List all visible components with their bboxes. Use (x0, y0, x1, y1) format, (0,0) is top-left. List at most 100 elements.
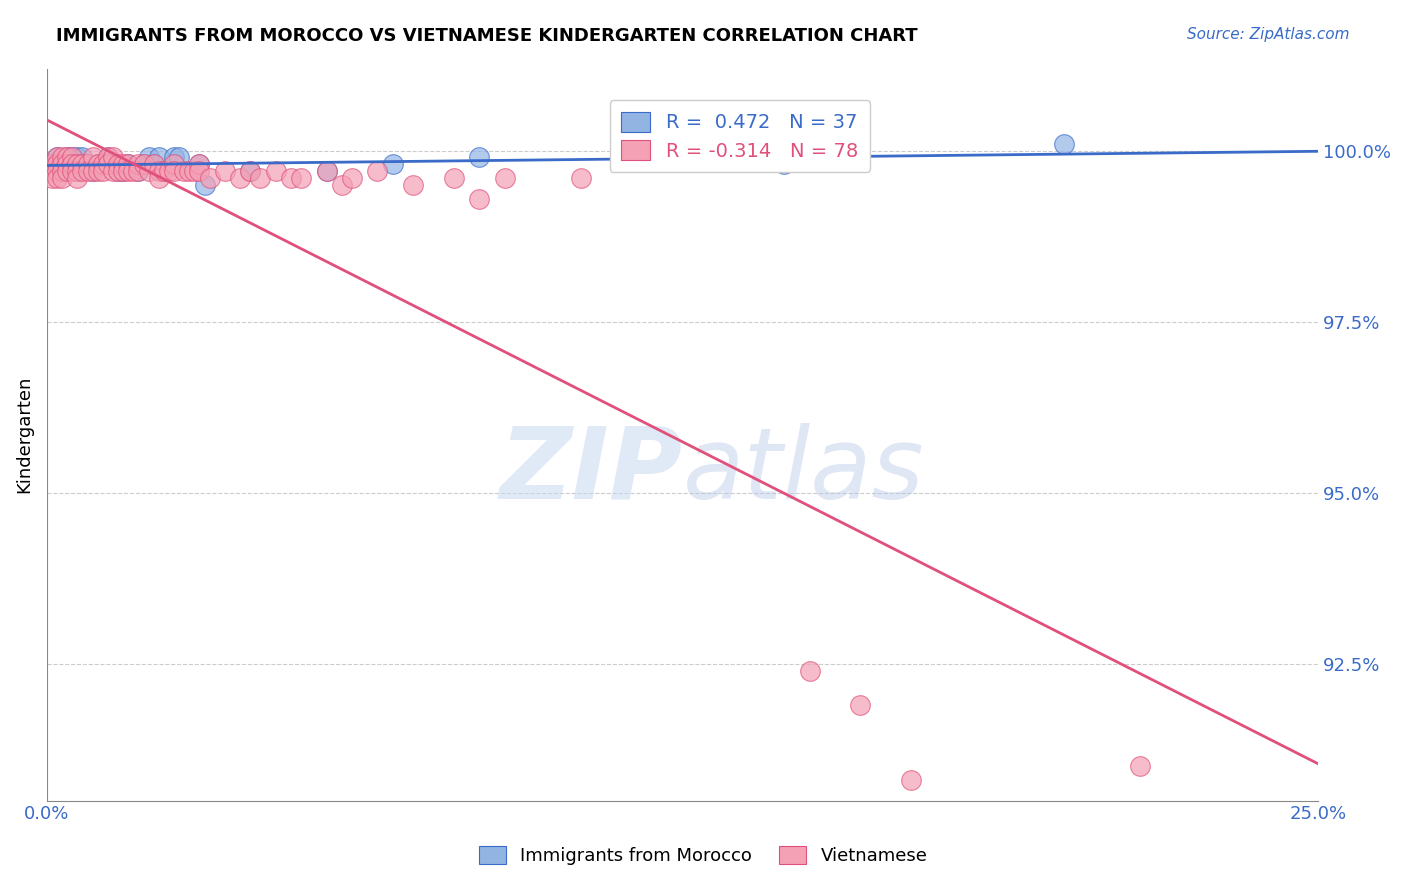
Point (112, 164, 135, 178)
Point (51, 164, 73, 178)
Point (183, 164, 205, 178)
Point (46, 171, 69, 186)
Point (239, 164, 262, 178)
Point (97, 151, 120, 165)
Point (107, 164, 129, 178)
Point (41, 164, 63, 178)
Point (51, 151, 73, 165)
Point (56, 151, 79, 165)
Point (72, 151, 94, 165)
Point (468, 192, 491, 206)
Point (117, 157, 139, 171)
Point (153, 164, 176, 178)
Point (229, 171, 252, 186)
Point (91, 164, 114, 178)
Point (91, 157, 114, 171)
Point (41, 157, 63, 171)
Point (107, 164, 129, 178)
Point (66, 164, 89, 178)
Point (167, 151, 190, 165)
Point (148, 164, 170, 178)
Point (340, 171, 363, 186)
Point (82, 164, 104, 178)
Point (173, 164, 195, 178)
Legend: Immigrants from Morocco, Vietnamese: Immigrants from Morocco, Vietnamese (470, 837, 936, 874)
Point (56, 157, 79, 171)
Point (101, 151, 124, 165)
Legend: R =  0.472   N = 37, R = -0.314   N = 78: R = 0.472 N = 37, R = -0.314 N = 78 (610, 100, 870, 172)
Point (142, 157, 165, 171)
Text: IMMIGRANTS FROM MOROCCO VS VIETNAMESE KINDERGARTEN CORRELATION CHART: IMMIGRANTS FROM MOROCCO VS VIETNAMESE KI… (56, 27, 918, 45)
Point (315, 164, 337, 178)
Point (132, 157, 155, 171)
Point (51, 157, 73, 171)
Point (107, 157, 129, 171)
Y-axis label: Kindergarten: Kindergarten (15, 376, 32, 493)
Text: Source: ZipAtlas.com: Source: ZipAtlas.com (1187, 27, 1350, 42)
Point (72, 164, 94, 178)
Point (214, 164, 236, 178)
Point (148, 171, 170, 186)
Text: atlas: atlas (682, 423, 924, 520)
Point (239, 164, 262, 178)
Point (41, 171, 63, 186)
Point (76, 157, 98, 171)
Point (46, 164, 69, 178)
Point (569, 171, 592, 186)
Point (900, 773, 922, 788)
Point (51, 164, 73, 178)
Point (112, 164, 135, 178)
Point (101, 157, 124, 171)
Point (157, 164, 180, 178)
Point (46, 157, 69, 171)
Point (163, 164, 186, 178)
Point (132, 157, 155, 171)
Point (46, 151, 69, 165)
Point (76, 157, 98, 171)
Point (72, 157, 94, 171)
Point (66, 151, 89, 165)
Point (849, 698, 872, 712)
Point (82, 151, 104, 165)
Point (179, 164, 201, 178)
Point (60, 151, 83, 165)
Point (56, 157, 79, 171)
Point (87, 157, 110, 171)
Point (443, 171, 465, 186)
Point (97, 151, 120, 165)
Point (315, 164, 337, 178)
Point (366, 164, 388, 178)
Point (142, 157, 165, 171)
Point (82, 164, 104, 178)
Point (97, 157, 120, 171)
Point (773, 157, 796, 171)
Point (188, 157, 211, 171)
Point (148, 151, 170, 165)
Point (60, 151, 83, 165)
Point (60, 157, 83, 171)
Point (66, 171, 89, 186)
Point (264, 164, 287, 178)
Point (56, 151, 79, 165)
Point (138, 164, 160, 178)
Point (122, 164, 145, 178)
Point (127, 157, 149, 171)
Text: ZIP: ZIP (499, 423, 682, 520)
Point (381, 157, 404, 171)
Point (494, 171, 516, 186)
Point (163, 151, 186, 165)
Point (117, 157, 139, 171)
Point (188, 157, 211, 171)
Point (87, 157, 110, 171)
Point (1053, 136, 1076, 151)
Point (76, 164, 98, 178)
Point (249, 171, 271, 186)
Point (66, 157, 89, 171)
Point (51, 171, 73, 186)
Point (41, 157, 63, 171)
Point (66, 157, 89, 171)
Point (198, 171, 221, 186)
Point (799, 664, 821, 678)
Point (101, 164, 124, 178)
Point (153, 164, 176, 178)
